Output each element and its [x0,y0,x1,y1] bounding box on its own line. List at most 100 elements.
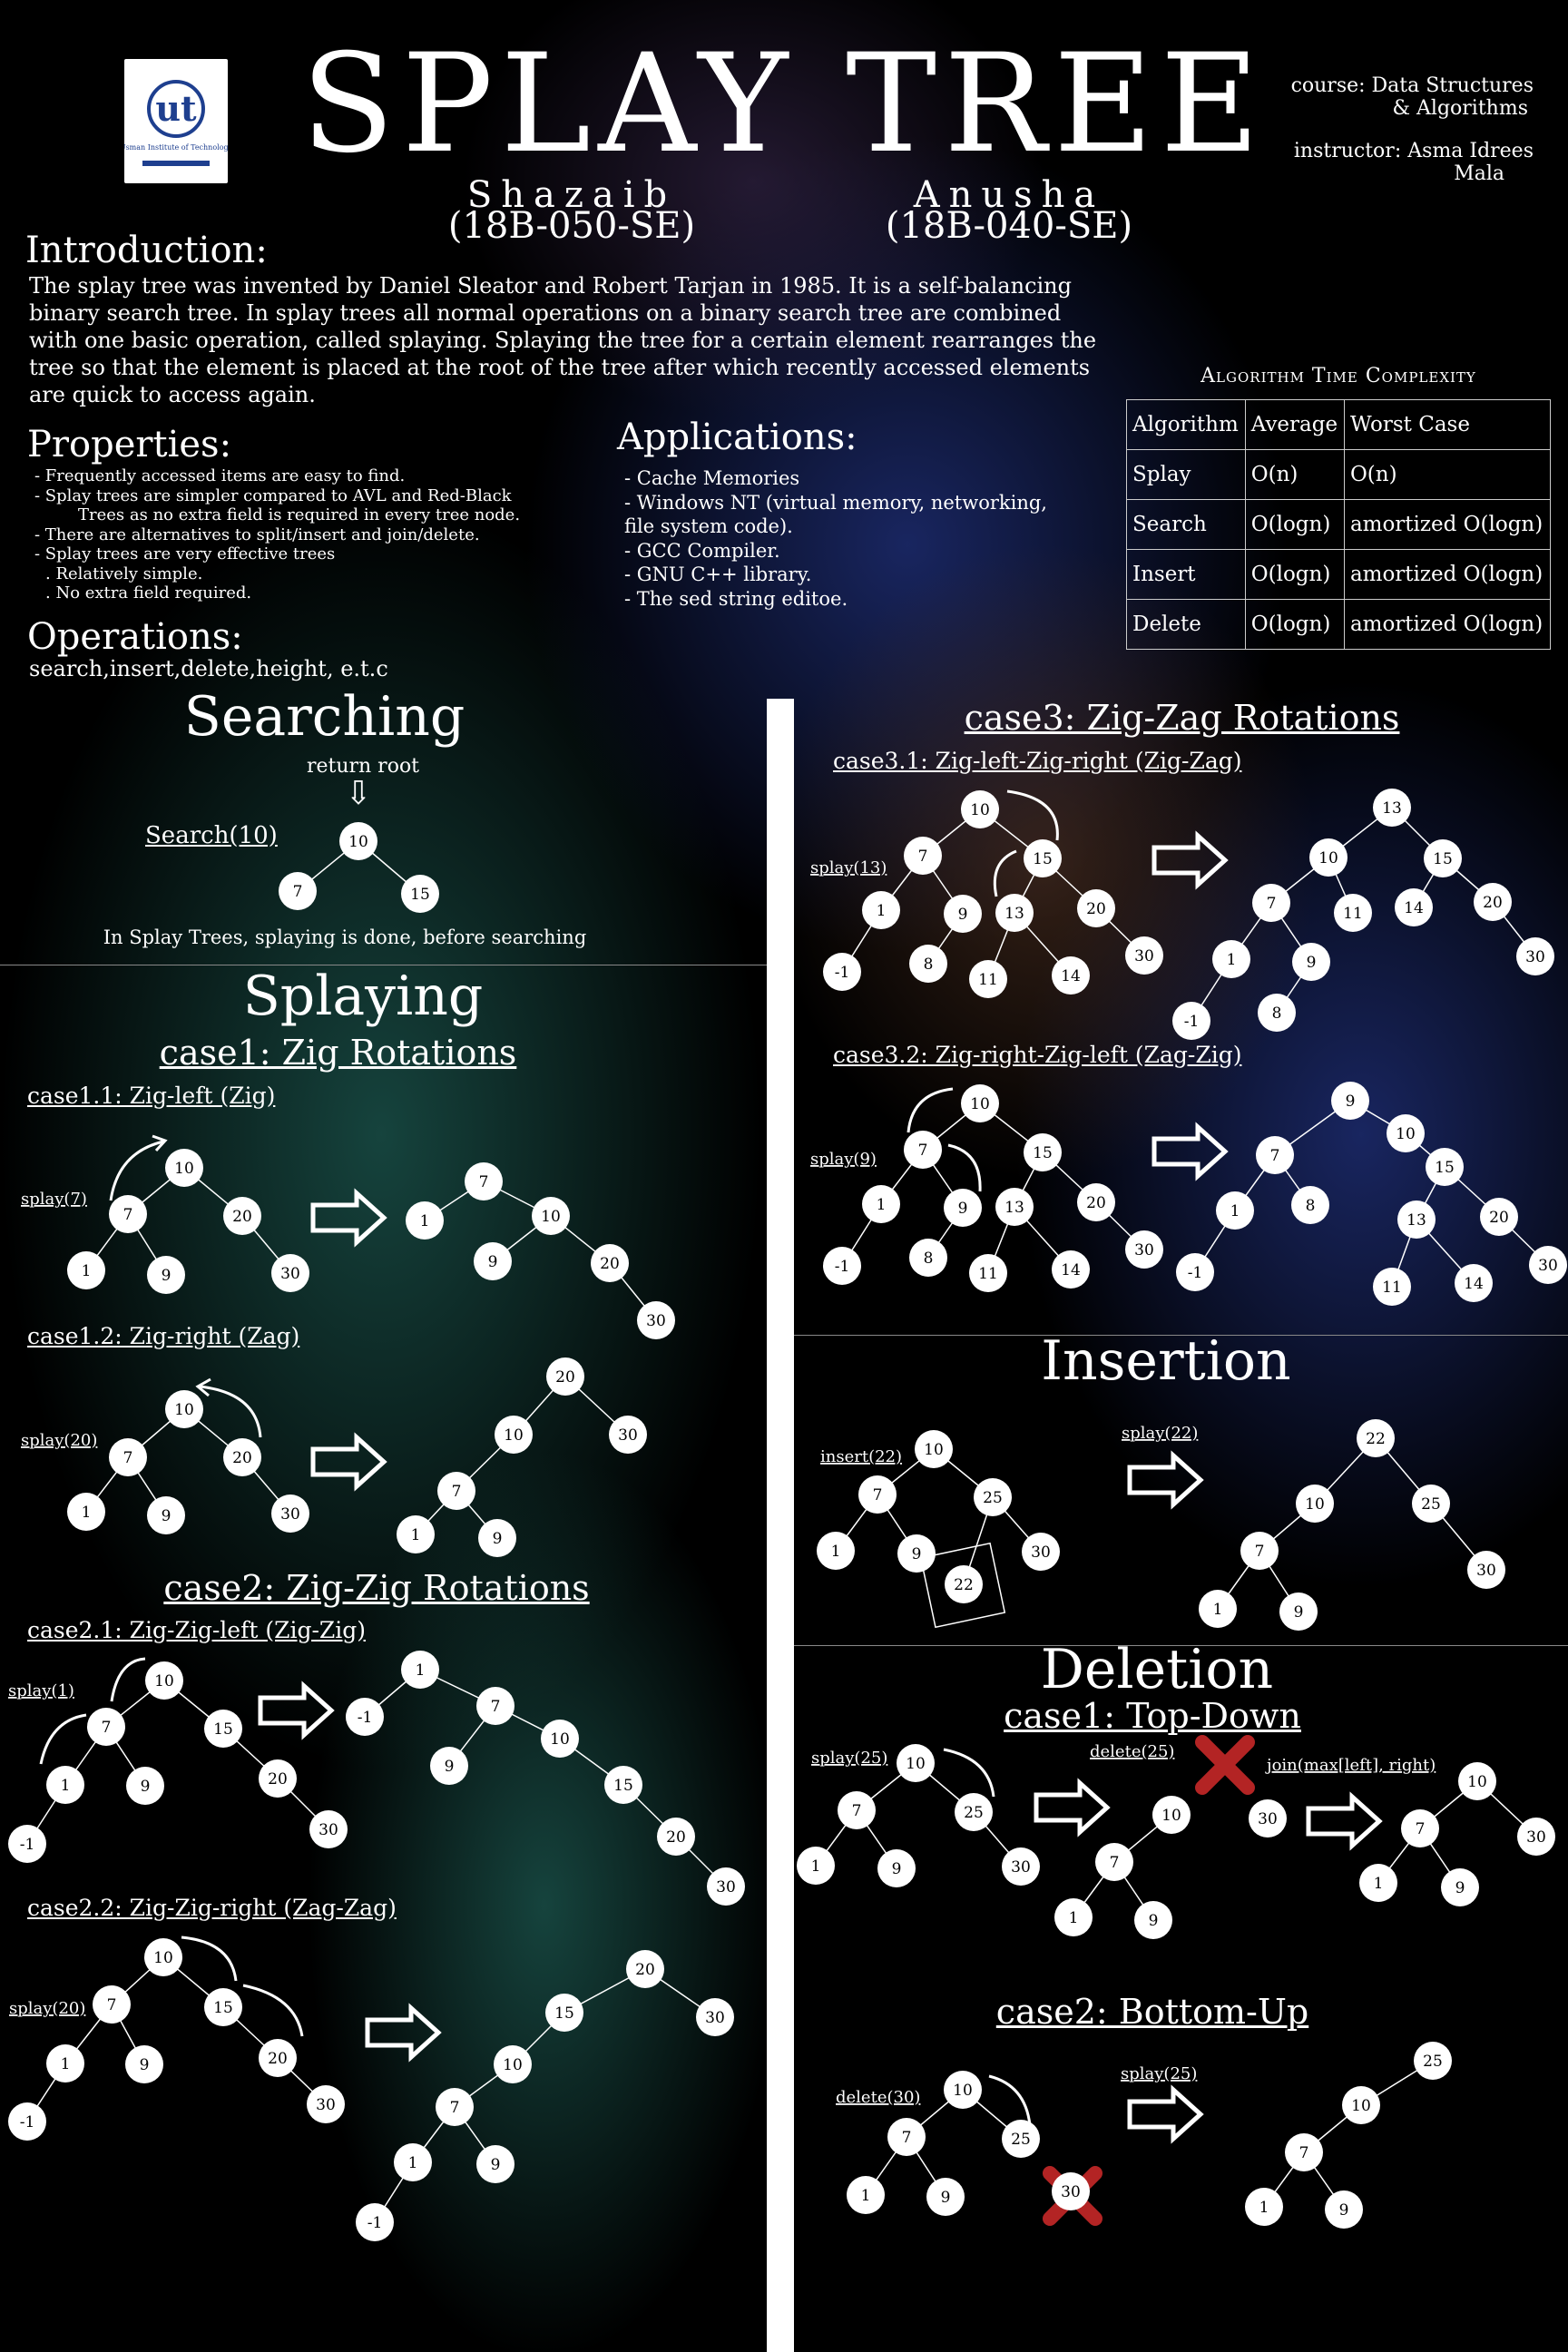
tree-node-circle [1212,940,1250,978]
tree-node-value: 9 [958,1200,968,1218]
tree-node-circle [707,1867,745,1906]
tree-node-circle [995,1188,1034,1226]
tree-node-circle [8,2102,46,2141]
tree-node-value: 30 [1258,1810,1278,1828]
tree-node-value: 9 [162,1267,172,1285]
poster-title: SPLAY TREE [300,25,1268,183]
tree-node: 8 [1258,994,1296,1032]
intro-heading: Introduction: [25,230,268,271]
tree-node-circle [1077,889,1115,927]
tree-node: 11 [969,960,1007,998]
tree-node: 15 [204,1988,242,2026]
tree-node-value: 14 [1404,899,1424,917]
tree-node-circle [394,2143,432,2181]
tree-node: 7 [1256,1136,1294,1174]
tree-node-circle [1373,1268,1411,1306]
tree-node: 30 [271,1254,309,1292]
tree-node-circle [223,1438,261,1476]
tree-node-value: 22 [954,1576,974,1594]
tree-node: 15 [604,1766,642,1804]
tree-node-circle [1529,1246,1567,1284]
tree-node: 20 [626,1950,664,1988]
tree-node: -1 [8,1825,46,1863]
tree-node: 10 [145,1661,183,1700]
tree-node: 10 [944,2071,982,2109]
tree-node-value: 10 [1161,1807,1181,1825]
tree-node-value: 10 [174,1160,194,1178]
author-1-name: Shazaib [466,174,677,216]
tree-node-value: 7 [1270,1147,1280,1165]
tree-node-value: 9 [892,1860,902,1878]
case3-2-heading: case3.2: Zig-right-Zig-left (Zag-Zig) [833,1042,1242,1068]
tree-node-value: 15 [1433,850,1453,868]
tree-node-value: 1 [811,1857,821,1876]
tree-node-value: 7 [918,848,928,866]
tree-node-circle [1292,943,1330,981]
tree-node-value: 9 [140,2056,150,2074]
tree-node-value: -1 [358,1709,373,1727]
tree-node-circle [223,1197,261,1235]
tree-node-circle [147,1256,185,1294]
tree-node: 7 [838,1791,876,1829]
tree-node-value: 11 [978,1265,998,1283]
instructor-line-1: instructor: Asma Idrees [1293,140,1534,162]
tree-node-circle [1052,956,1090,995]
tree-node-value: 1 [82,1262,92,1280]
tree-node-value: 8 [924,1250,934,1268]
tree-node-value: 9 [1339,2201,1349,2220]
tree-node: 9 [147,1496,185,1534]
tree-node-circle [145,1661,183,1700]
tree-node-value: 9 [1307,954,1317,972]
table-row: Search O(logn) amortized O(logn) [1126,499,1552,550]
tree-node: 9 [1279,1592,1318,1631]
tree-node-circle [1296,1485,1334,1523]
tree-node-value: 10 [970,1095,990,1113]
tree-node-circle [1152,1796,1191,1834]
tree-node-value: 15 [1435,1159,1455,1177]
tree-node: 7 [1240,1532,1279,1570]
tree-node: 1 [1216,1191,1254,1230]
case1-heading: case1: Zig Rotations [159,1033,517,1073]
tree-node-circle [909,945,947,983]
tree-node-circle [1467,1551,1505,1589]
tree-node-value: 9 [493,1530,503,1548]
tree-node-circle [271,1254,309,1292]
tree-node-value: 10 [174,1401,194,1419]
tree-node: 1 [394,2143,432,2181]
table-header-cell: Worst Case [1343,399,1552,450]
table-header-cell: Average [1244,399,1345,450]
tree-node-value: 1 [877,902,887,920]
tree-node-value: 10 [1396,1125,1416,1143]
tree-node-circle [1054,1898,1093,1936]
intro-line: The splay tree was invented by Daniel Sl… [29,273,1072,299]
tree-node-value: 7 [450,2099,460,2117]
tree-node-circle [1176,1253,1214,1291]
tree-node-circle [1125,936,1163,975]
case3-heading: case3: Zig-Zag Rotations [964,698,1400,738]
table-header-cell: Algorithm [1126,399,1246,450]
tree-node-circle [944,2071,982,2109]
tree-node-value: 1 [82,1504,92,1522]
tree-node-circle [1458,1762,1496,1800]
tree-node-circle [1125,1230,1163,1269]
tree-node: 15 [1024,839,1062,877]
search-note: In Splay Trees, splaying is done, before… [103,926,587,948]
tree-node-value: 9 [1455,1879,1465,1897]
tree-node-value: -1 [835,964,850,982]
tree-node-circle [165,1149,203,1187]
tree-node: 1 [46,1766,84,1804]
tree-node-circle [541,1720,579,1758]
operation-call-label: splay(25) [811,1749,887,1768]
rotation-arrow-icon [110,1657,146,1702]
tree-node-value: 7 [123,1206,133,1224]
tree-node-value: 9 [141,1778,151,1796]
tree-node: 14 [1395,888,1433,926]
tree-node: 9 [1331,1082,1369,1120]
down-arrow-icon: ⇩ [344,775,373,812]
tree-node-value: 7 [293,883,303,901]
tree-node-value: 9 [958,906,968,924]
tree-node: 20 [223,1438,261,1476]
table-cell: Splay [1126,449,1246,500]
tree-node-circle [1516,937,1554,975]
tree-node: 30 [1022,1533,1060,1571]
